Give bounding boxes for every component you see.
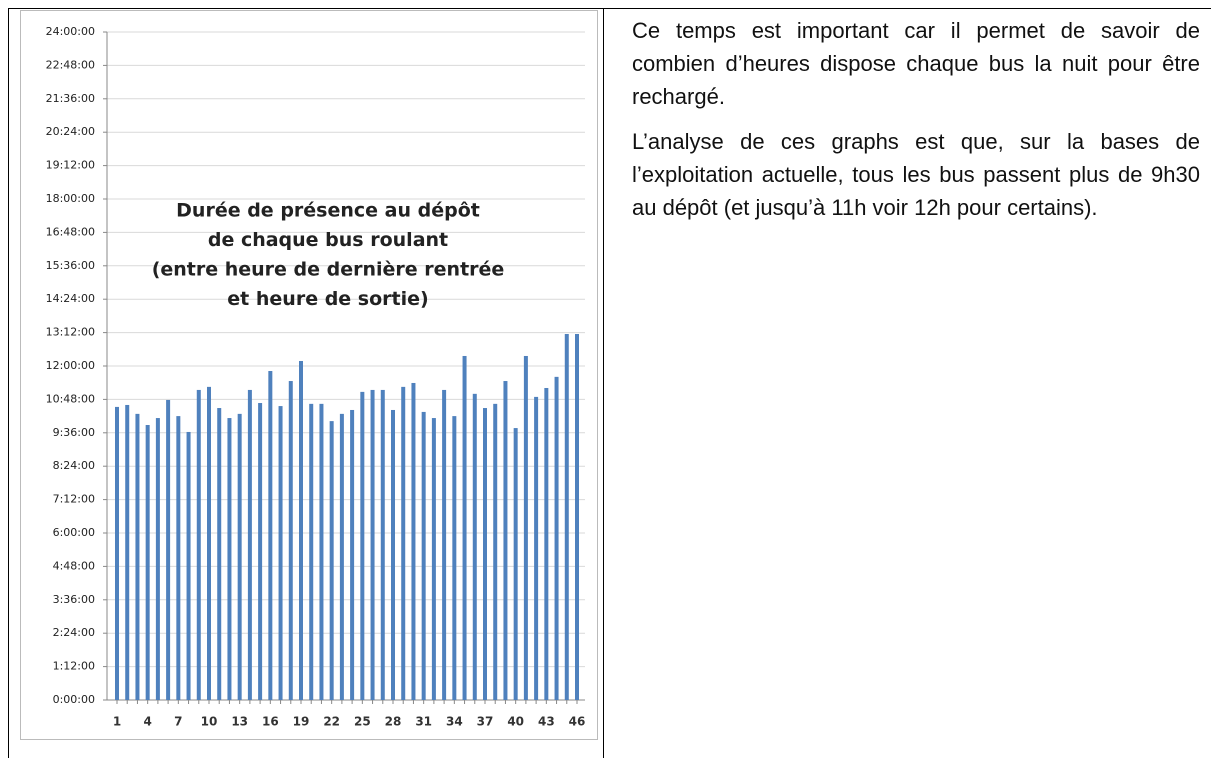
text-cell: Ce temps est important car il permet de …: [632, 14, 1200, 236]
bar: [513, 428, 518, 700]
bar: [421, 411, 426, 700]
bar: [237, 413, 242, 700]
bar: [462, 355, 467, 700]
y-tick-label: 8:24:00: [53, 459, 95, 472]
bar: [442, 389, 447, 700]
y-tick-label: 13:12:00: [46, 326, 95, 339]
y-tick-label: 14:24:00: [46, 292, 95, 305]
bar: [196, 389, 201, 700]
chart-title: Durée de présence au dépôt: [176, 200, 480, 222]
chart-title: de chaque bus roulant: [208, 229, 448, 251]
x-tick-label: 46: [569, 715, 586, 729]
bar: [360, 391, 365, 700]
y-tick-label: 1:12:00: [53, 660, 95, 673]
y-tick-label: 19:12:00: [46, 159, 95, 172]
bar: [370, 389, 375, 700]
x-tick-label: 34: [446, 715, 463, 729]
bar: [544, 387, 549, 700]
bar: [554, 376, 559, 700]
bar: [575, 333, 579, 700]
table-frame: [8, 8, 1211, 758]
bar: [534, 396, 539, 700]
chart-title: (entre heure de dernière rentrée: [152, 259, 505, 281]
bar: [391, 409, 395, 700]
x-tick-label: 22: [323, 715, 340, 729]
bar: [523, 355, 528, 700]
x-tick-label: 37: [477, 715, 494, 729]
x-tick-label: 1: [113, 715, 121, 729]
x-tick-label: 7: [174, 715, 182, 729]
paragraph: Ce temps est important car il permet de …: [632, 18, 1200, 109]
bar: [115, 406, 119, 700]
bar: [299, 360, 303, 700]
bar: [319, 403, 324, 700]
bar: [483, 408, 487, 700]
x-tick-label: 28: [385, 715, 402, 729]
y-tick-label: 10:48:00: [46, 392, 95, 405]
x-tick-label: 19: [293, 715, 310, 729]
bar: [411, 382, 416, 700]
bar: [339, 413, 344, 700]
cell-divider: [603, 8, 604, 758]
bar: [268, 371, 273, 700]
bar: [207, 386, 211, 700]
y-tick-label: 7:12:00: [53, 493, 95, 506]
paragraph: L’analyse de ces graphs est que, sur la …: [632, 129, 1200, 220]
y-tick-label: 3:36:00: [53, 593, 95, 606]
chart-title: et heure de sortie): [227, 288, 428, 310]
x-tick-label: 13: [231, 715, 248, 729]
bar: [472, 393, 477, 700]
bar: [503, 381, 508, 700]
y-tick-label: 16:48:00: [46, 225, 95, 238]
x-tick-label: 25: [354, 715, 371, 729]
y-tick-label: 0:00:00: [53, 693, 95, 706]
x-tick-label: 16: [262, 715, 279, 729]
x-tick-label: 4: [143, 715, 151, 729]
bar: [135, 413, 140, 700]
bar: [380, 389, 385, 700]
bar: [452, 416, 457, 700]
bar: [247, 389, 252, 700]
bar: [493, 403, 498, 700]
y-tick-label: 9:36:00: [53, 426, 95, 439]
bar: [431, 418, 436, 700]
x-tick-label: 43: [538, 715, 555, 729]
y-tick-label: 18:00:00: [46, 192, 95, 205]
y-tick-label: 20:24:00: [46, 125, 95, 138]
bar: [288, 381, 293, 700]
bar: [350, 409, 355, 700]
bar: [186, 431, 191, 700]
bar: [176, 416, 181, 700]
bar: [258, 403, 263, 700]
y-tick-label: 24:00:00: [46, 25, 95, 38]
x-tick-label: 31: [415, 715, 432, 729]
bar: [401, 386, 406, 700]
bar: [145, 425, 150, 700]
y-tick-label: 21:36:00: [46, 92, 95, 105]
y-tick-label: 15:36:00: [46, 259, 95, 272]
bar: [166, 399, 171, 700]
y-tick-label: 22:48:00: [46, 58, 95, 71]
x-tick-label: 10: [201, 715, 218, 729]
y-tick-label: 2:24:00: [53, 626, 95, 639]
bar: [329, 421, 334, 700]
bar: [155, 418, 160, 700]
bar: [309, 403, 314, 700]
bar: [278, 406, 283, 700]
bar: [125, 404, 130, 700]
bar: [564, 333, 569, 700]
y-tick-label: 6:00:00: [53, 526, 95, 539]
bar: [227, 418, 232, 700]
x-tick-label: 40: [507, 715, 524, 729]
bar: [217, 408, 222, 700]
y-tick-label: 12:00:00: [46, 359, 95, 372]
y-tick-label: 4:48:00: [53, 559, 95, 572]
chart: 0:00:00 1:12:00 2:24:00 3:36:00 4:48:00 6:00:…: [20, 10, 598, 740]
